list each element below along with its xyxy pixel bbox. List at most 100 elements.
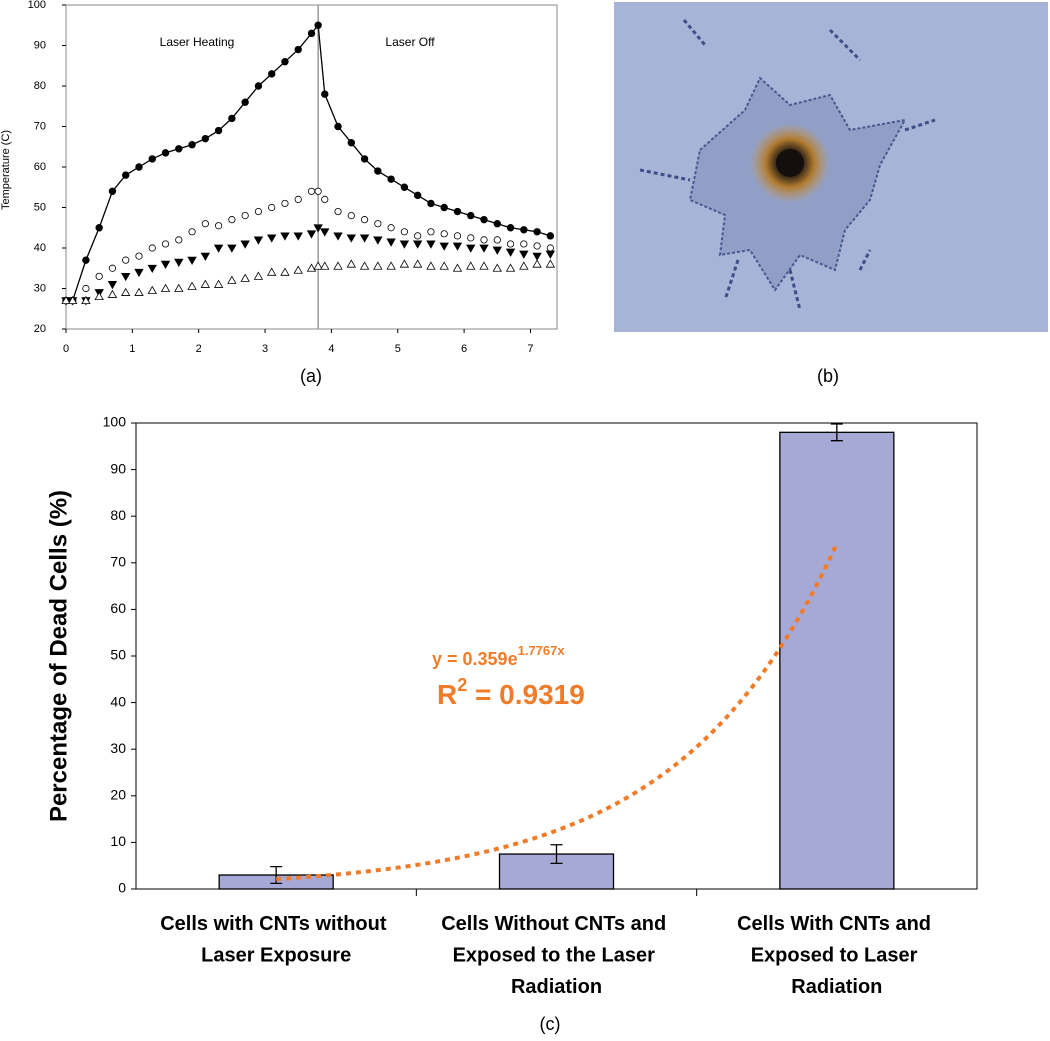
point bbox=[347, 212, 355, 220]
y-tick-label: 60 bbox=[34, 161, 46, 173]
annotation: Laser Off bbox=[385, 35, 435, 49]
point bbox=[400, 183, 409, 191]
label-line: Cells with CNTs without bbox=[160, 913, 392, 935]
point bbox=[321, 195, 329, 203]
point bbox=[254, 207, 263, 216]
point bbox=[174, 258, 184, 267]
y-tick-label: 0 bbox=[118, 880, 126, 896]
point bbox=[400, 228, 408, 236]
y-tick-label: 70 bbox=[34, 120, 46, 132]
point bbox=[386, 261, 396, 270]
x-tick-label: 4 bbox=[328, 343, 334, 355]
panel-caption: (b) bbox=[817, 366, 839, 386]
point bbox=[228, 216, 236, 224]
y-tick-label: 100 bbox=[28, 0, 46, 11]
point bbox=[399, 240, 410, 249]
point bbox=[320, 228, 330, 237]
point bbox=[201, 134, 210, 143]
point bbox=[147, 264, 157, 274]
point bbox=[493, 219, 501, 228]
y-tick-label: 80 bbox=[34, 80, 46, 92]
point bbox=[227, 244, 237, 253]
point bbox=[453, 207, 462, 216]
point bbox=[147, 285, 157, 294]
panel-caption: (c) bbox=[540, 1014, 561, 1034]
point bbox=[134, 287, 144, 296]
point bbox=[160, 283, 171, 292]
point bbox=[466, 244, 476, 253]
point bbox=[241, 212, 249, 220]
point bbox=[506, 224, 515, 232]
point bbox=[241, 98, 249, 106]
point bbox=[532, 259, 542, 268]
point bbox=[294, 195, 302, 203]
point bbox=[520, 240, 528, 248]
label-line: Cells With CNTs and bbox=[737, 913, 936, 935]
point bbox=[506, 240, 515, 248]
point bbox=[359, 234, 370, 243]
point bbox=[281, 58, 289, 66]
point bbox=[266, 234, 277, 243]
point bbox=[492, 246, 502, 255]
x-tick-label: 2 bbox=[196, 343, 202, 355]
point bbox=[374, 220, 382, 228]
point bbox=[373, 236, 383, 245]
equation-exponent: 1.7767x bbox=[518, 643, 566, 658]
label-line: Radiation bbox=[791, 976, 882, 998]
label-line: Cells Without CNTs and bbox=[441, 913, 672, 935]
r2-exponent: 2 bbox=[457, 675, 467, 695]
point bbox=[505, 263, 516, 272]
point bbox=[546, 232, 555, 240]
point bbox=[108, 187, 117, 195]
point bbox=[313, 224, 323, 233]
x-tick-label: Cells with CNTs without Laser Exposure bbox=[160, 913, 392, 967]
point bbox=[268, 203, 276, 212]
point bbox=[386, 238, 396, 247]
y-tick-label: 30 bbox=[34, 282, 46, 294]
point bbox=[414, 232, 422, 240]
point bbox=[188, 141, 196, 149]
point bbox=[201, 220, 209, 228]
point bbox=[107, 281, 118, 290]
point bbox=[82, 284, 90, 293]
point bbox=[427, 228, 435, 236]
y-tick-label: 30 bbox=[110, 740, 126, 756]
point bbox=[480, 215, 488, 224]
x-tick-label: 6 bbox=[461, 343, 467, 355]
point bbox=[121, 287, 131, 296]
annotation: Laser Heating bbox=[160, 35, 235, 49]
point bbox=[266, 267, 277, 276]
point bbox=[467, 234, 475, 242]
equation-base: y = 0.359e bbox=[432, 649, 518, 669]
point bbox=[346, 259, 357, 268]
point bbox=[174, 283, 184, 292]
x-tick-label: 7 bbox=[527, 343, 533, 355]
point bbox=[188, 228, 196, 236]
point bbox=[254, 82, 263, 90]
x-tick-label: 3 bbox=[262, 343, 268, 355]
point bbox=[479, 261, 489, 270]
point bbox=[334, 122, 342, 131]
point bbox=[107, 289, 118, 298]
point bbox=[479, 244, 489, 253]
point bbox=[532, 252, 542, 261]
point bbox=[281, 199, 289, 208]
point bbox=[314, 187, 322, 195]
point bbox=[505, 248, 516, 257]
point bbox=[533, 228, 541, 236]
label-line: Exposed to Laser bbox=[751, 945, 923, 967]
point bbox=[347, 138, 356, 147]
y-tick-label: 80 bbox=[110, 507, 126, 523]
point bbox=[161, 240, 170, 248]
point bbox=[94, 291, 104, 300]
y-tick-label: 90 bbox=[110, 460, 126, 476]
point bbox=[214, 126, 223, 135]
point bbox=[453, 232, 462, 240]
point bbox=[228, 114, 236, 123]
y-tick-label: 100 bbox=[103, 414, 127, 430]
point bbox=[439, 261, 449, 270]
y-tick-label: 40 bbox=[110, 693, 126, 709]
point bbox=[175, 236, 183, 244]
point bbox=[82, 256, 90, 264]
